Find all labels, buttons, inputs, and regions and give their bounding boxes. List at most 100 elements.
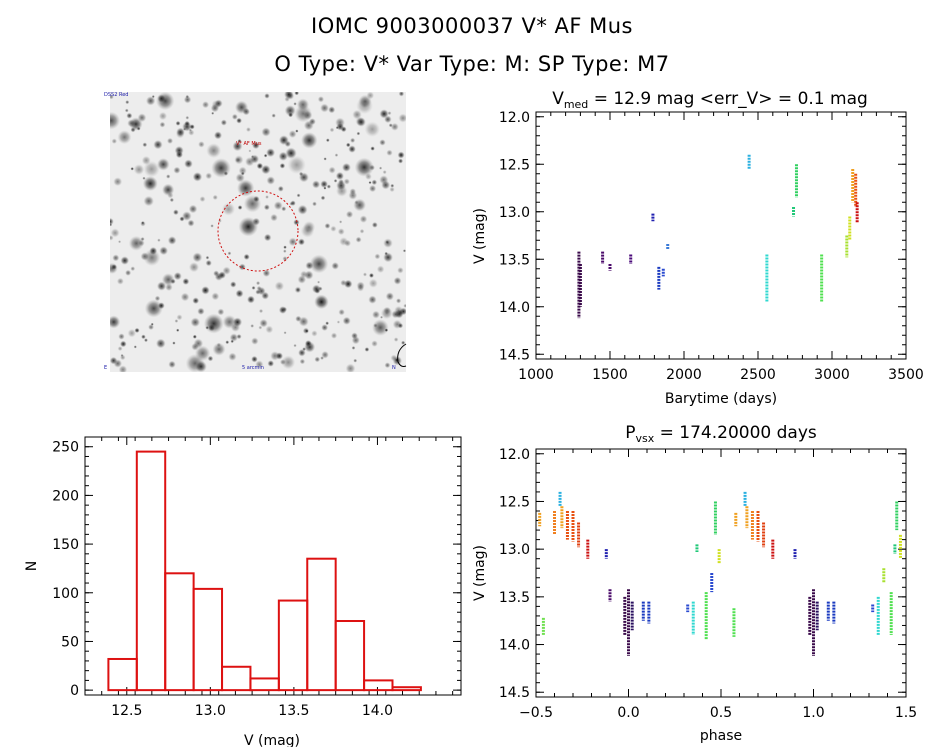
histogram-bar: [334, 620, 366, 692]
star: [382, 170, 387, 175]
star: [402, 249, 406, 253]
star: [166, 137, 174, 144]
star: [192, 297, 200, 305]
star: [365, 173, 372, 180]
star: [299, 358, 306, 365]
star: [125, 100, 130, 105]
y-tick-label: 150: [52, 537, 79, 553]
star: [238, 166, 247, 175]
star: [255, 360, 264, 369]
star: [244, 156, 255, 167]
star: [110, 315, 121, 329]
star: [355, 236, 362, 243]
star: [353, 358, 358, 363]
star: [255, 281, 261, 286]
star: [267, 360, 275, 367]
star: [190, 317, 201, 328]
x-tick-label: 1.0: [802, 705, 824, 721]
star: [201, 101, 210, 109]
star: [338, 308, 345, 316]
star: [333, 178, 338, 183]
star: [124, 108, 129, 113]
star: [261, 127, 271, 137]
y-tick-label: 13.0: [499, 205, 530, 221]
star: [271, 113, 276, 118]
star: [403, 303, 406, 308]
star: [165, 283, 173, 292]
star: [185, 115, 190, 120]
histogram-bar: [192, 587, 224, 692]
star: [205, 255, 210, 260]
star: [297, 204, 308, 215]
star: [265, 195, 269, 199]
star: [356, 117, 366, 127]
star: [368, 272, 374, 278]
star: [174, 319, 179, 323]
star: [192, 172, 203, 182]
phased-curve-ylabel: V (mag): [472, 545, 488, 601]
star: [252, 141, 260, 150]
y-tick-label: 12.5: [499, 157, 530, 173]
star: [293, 219, 300, 226]
star: [342, 316, 351, 325]
y-tick-label: 12.5: [499, 494, 530, 510]
star: [284, 92, 294, 100]
star: [293, 102, 297, 106]
y-tick-label: 14.0: [499, 638, 530, 654]
star: [331, 262, 340, 270]
sky-label-top-left: DSS2 Red: [104, 92, 129, 98]
star: [176, 127, 185, 137]
star: [328, 166, 336, 174]
y-tick-label: 14.0: [499, 300, 530, 316]
target-circle: [217, 190, 299, 272]
star: [368, 278, 378, 288]
star: [301, 132, 318, 149]
star: [371, 179, 378, 186]
x-tick-label: −0.5: [519, 705, 553, 721]
y-tick-label: 12.0: [499, 110, 530, 126]
star: [238, 216, 259, 237]
star: [380, 315, 384, 319]
star: [183, 95, 192, 104]
star: [173, 209, 179, 216]
star: [288, 130, 297, 139]
star: [294, 104, 313, 123]
star: [397, 322, 404, 329]
star: [393, 276, 402, 285]
star: [278, 135, 289, 146]
star: [281, 206, 287, 212]
star: [111, 138, 118, 144]
phased-curve-xlabel: phase: [700, 728, 742, 744]
star: [118, 333, 125, 340]
star: [259, 318, 268, 328]
y-tick-label: 100: [52, 586, 79, 602]
star: [330, 332, 338, 339]
y-tick-label: 12.0: [499, 447, 530, 463]
y-tick-label: 200: [52, 488, 79, 504]
star: [317, 280, 321, 284]
star: [212, 194, 218, 201]
star: [143, 195, 154, 207]
star: [154, 295, 161, 302]
star: [354, 157, 374, 177]
star: [383, 238, 393, 248]
star: [302, 221, 316, 234]
star: [120, 256, 130, 265]
star: [330, 225, 337, 232]
star: [230, 281, 237, 288]
star: [113, 359, 123, 368]
star: [203, 313, 224, 334]
star: [225, 340, 230, 345]
star: [120, 354, 126, 361]
star: [336, 320, 341, 324]
star: [311, 180, 321, 189]
star: [340, 279, 347, 287]
sky-label-bottom-right: N: [392, 365, 396, 371]
star: [231, 113, 238, 120]
star: [157, 238, 161, 242]
x-tick-label: 1000: [518, 367, 554, 383]
star: [300, 270, 308, 279]
star: [263, 204, 270, 211]
star: [110, 94, 114, 100]
